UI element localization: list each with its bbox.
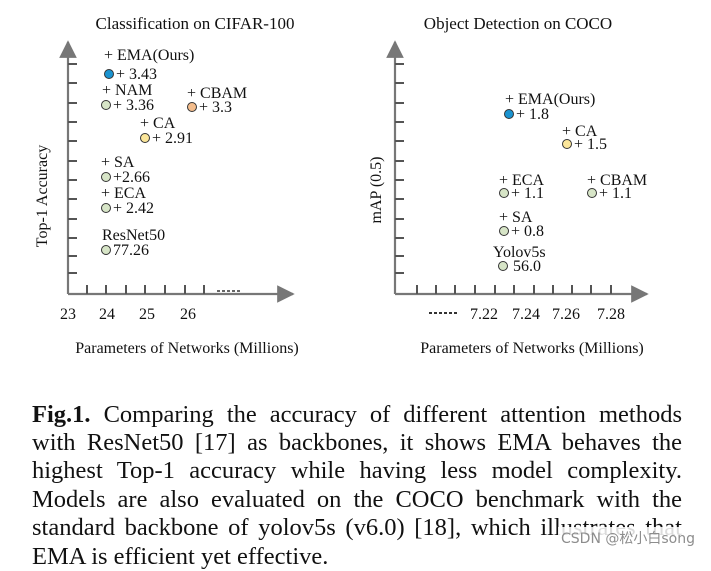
point-label-eca: + ECA bbox=[499, 172, 544, 189]
point-label-ca: + CA bbox=[140, 115, 176, 132]
point-resnet50: ResNet50 77.26 bbox=[101, 227, 165, 259]
detection-x-tick-labels: 7.22 7.24 7.26 7.28 bbox=[470, 306, 625, 323]
point-label-eca: + ECA bbox=[101, 185, 146, 202]
point-sa: + SA + 0.8 bbox=[499, 209, 544, 240]
point-value-ema-ours: + 1.8 bbox=[516, 106, 549, 123]
detection-y-axis-label: mAP (0.5) bbox=[368, 157, 385, 224]
point-marker-eca bbox=[499, 188, 509, 198]
classification-points: + EMA(Ours) + 3.43 + NAM + 3.36 + CBAM +… bbox=[101, 47, 247, 259]
point-value-eca: + 1.1 bbox=[511, 185, 544, 202]
point-ca: + CA + 2.91 bbox=[140, 115, 193, 147]
point-value-cbam: + 3.3 bbox=[199, 99, 232, 116]
classification-x-ticks bbox=[86, 285, 205, 294]
classification-y-axis-label: Top-1 Accuracy bbox=[34, 145, 51, 247]
point-ca: + CA + 1.5 bbox=[562, 123, 607, 153]
point-value-sa: +2.66 bbox=[113, 169, 150, 186]
x-tick-label: 25 bbox=[139, 306, 155, 323]
point-value-sa: + 0.8 bbox=[511, 223, 544, 240]
point-eca: + ECA + 1.1 bbox=[499, 172, 544, 202]
point-ema-ours: + EMA(Ours) + 3.43 bbox=[104, 47, 194, 83]
point-marker-ca bbox=[562, 139, 572, 149]
point-label-nam: + NAM bbox=[102, 82, 152, 99]
point-nam: + NAM + 3.36 bbox=[101, 82, 154, 114]
point-cbam: + CBAM + 3.3 bbox=[187, 85, 247, 116]
caption-label: Fig.1. bbox=[32, 400, 91, 428]
point-label-sa: + SA bbox=[499, 209, 533, 226]
x-tick-label: 7.26 bbox=[552, 306, 580, 323]
caption-text: Comparing the accuracy of different atte… bbox=[32, 400, 682, 570]
point-label-ema-ours: + EMA(Ours) bbox=[505, 91, 595, 108]
point-label-ema-ours: + EMA(Ours) bbox=[104, 47, 194, 64]
point-ema-ours: + EMA(Ours) + 1.8 bbox=[504, 91, 595, 123]
point-marker-resnet50 bbox=[101, 245, 111, 255]
point-value-ca: + 2.91 bbox=[152, 130, 193, 147]
point-value-nam: + 3.36 bbox=[113, 97, 154, 114]
classification-chart-title: Classification on CIFAR-100 bbox=[96, 14, 295, 33]
point-marker-ema-ours bbox=[104, 69, 114, 79]
point-sa: + SA +2.66 bbox=[101, 154, 150, 186]
point-marker-sa bbox=[499, 226, 509, 236]
classification-chart: Classification on CIFAR-100 bbox=[34, 14, 299, 357]
x-tick-label: 24 bbox=[99, 306, 115, 323]
point-label-sa: + SA bbox=[101, 154, 135, 171]
detection-y-axis bbox=[386, 40, 404, 294]
point-value-ca: + 1.5 bbox=[574, 136, 607, 153]
detection-x-axis-label: Parameters of Networks (Millions) bbox=[420, 340, 644, 357]
point-eca: + ECA + 2.42 bbox=[101, 185, 154, 217]
x-tick-label: 23 bbox=[60, 306, 76, 323]
point-value-resnet50: 77.26 bbox=[113, 242, 149, 259]
point-marker-nam bbox=[101, 100, 111, 110]
point-value-ema-ours: + 3.43 bbox=[116, 66, 157, 83]
detection-x-axis bbox=[395, 285, 649, 314]
figure-caption: Fig.1. Comparing the accuracy of differe… bbox=[32, 401, 682, 571]
point-value-eca: + 2.42 bbox=[113, 200, 154, 217]
point-label-cbam: + CBAM bbox=[587, 172, 647, 189]
point-marker-yolov5s bbox=[498, 261, 508, 271]
detection-points: + EMA(Ours) + 1.8 + CA + 1.5 + ECA + 1.1… bbox=[493, 91, 647, 275]
point-cbam: + CBAM + 1.1 bbox=[587, 172, 647, 202]
point-label-cbam: + CBAM bbox=[187, 85, 247, 102]
point-marker-ca bbox=[140, 133, 150, 143]
x-tick-label: 26 bbox=[180, 306, 196, 323]
point-marker-eca bbox=[101, 203, 111, 213]
detection-x-ticks bbox=[416, 285, 612, 294]
detection-chart-title: Object Detection on COCO bbox=[424, 14, 612, 33]
point-marker-cbam bbox=[187, 102, 197, 112]
x-tick-label: 7.22 bbox=[470, 306, 498, 323]
classification-x-axis-label: Parameters of Networks (Millions) bbox=[75, 340, 299, 357]
detection-chart: Object Detection on COCO bbox=[368, 14, 649, 357]
point-label-resnet50: ResNet50 bbox=[102, 227, 165, 244]
detection-y-ticks bbox=[395, 63, 404, 274]
point-label-ca: + CA bbox=[562, 123, 598, 140]
classification-y-ticks bbox=[68, 63, 77, 274]
classification-x-axis bbox=[68, 285, 295, 303]
point-label-yolov5s: Yolov5s bbox=[493, 244, 546, 261]
point-value-yolov5s: 56.0 bbox=[513, 258, 541, 275]
x-tick-label: 7.28 bbox=[597, 306, 625, 323]
point-marker-cbam bbox=[587, 188, 597, 198]
figure-panel: Classification on CIFAR-100 bbox=[34, 14, 649, 357]
classification-y-axis bbox=[59, 40, 77, 294]
point-marker-sa bbox=[101, 172, 111, 182]
source-watermark: CSDN @松小白song bbox=[558, 527, 698, 549]
classification-x-tick-labels: 23 24 25 26 bbox=[60, 306, 196, 323]
point-yolov5s: Yolov5s 56.0 bbox=[493, 244, 546, 275]
point-value-cbam: + 1.1 bbox=[599, 185, 632, 202]
x-tick-label: 7.24 bbox=[512, 306, 540, 323]
point-marker-ema-ours bbox=[504, 109, 514, 119]
